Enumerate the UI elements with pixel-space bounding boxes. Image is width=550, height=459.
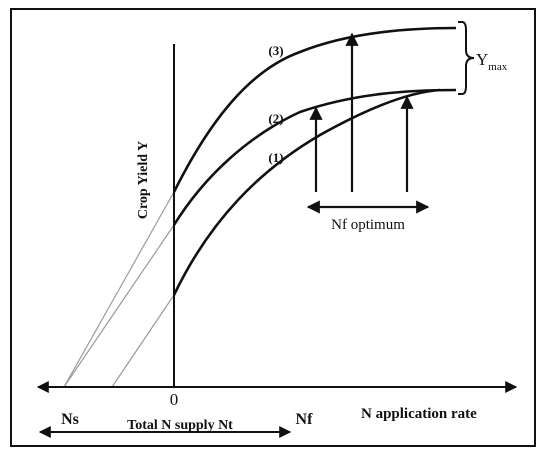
total-supply-label: Total N supply Nt bbox=[127, 418, 233, 433]
nf-optimum-label: Nf optimum bbox=[331, 217, 405, 233]
curve-label-2: (2) bbox=[268, 111, 283, 126]
ymax-symbol: Y bbox=[476, 50, 488, 69]
extrapolation-line-3 bbox=[63, 191, 175, 388]
ymax-subscript: max bbox=[488, 61, 507, 73]
response-curve-1 bbox=[172, 88, 441, 296]
ymax-label: Ymax bbox=[476, 50, 508, 73]
extrapolation-line-1 bbox=[111, 294, 175, 388]
nf-label: Nf bbox=[296, 411, 314, 428]
response-curve-2 bbox=[172, 88, 457, 226]
curve-label-1: (1) bbox=[268, 150, 283, 165]
extrapolation-line-2 bbox=[63, 224, 175, 388]
x-axis-label: N application rate bbox=[361, 406, 477, 422]
figure-frame bbox=[10, 8, 536, 447]
origin-label: 0 bbox=[170, 390, 179, 409]
curve-label-3: (3) bbox=[268, 43, 283, 58]
y-axis-label: Crop Yield Y bbox=[136, 141, 151, 219]
response-curve-3 bbox=[172, 26, 457, 193]
ns-label: Ns bbox=[61, 411, 79, 428]
ymax-brace bbox=[458, 21, 475, 95]
